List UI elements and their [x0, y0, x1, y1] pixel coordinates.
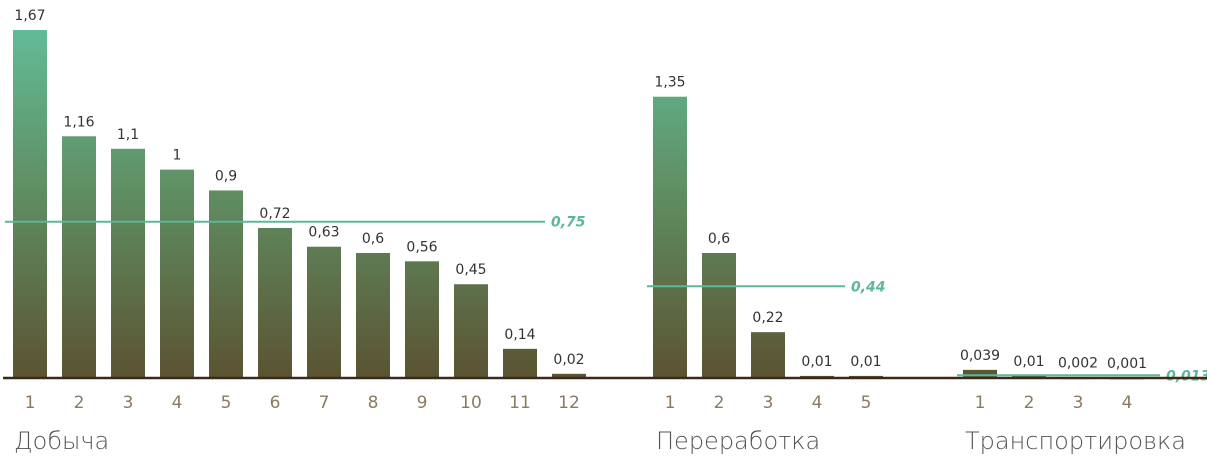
average-label: 0,75 [551, 215, 586, 231]
x-tick-label: 4 [1122, 393, 1133, 413]
bar [405, 261, 439, 378]
bar [963, 369, 997, 378]
value-label: 0,02 [553, 352, 584, 368]
x-tick-label: 4 [172, 393, 183, 413]
bar [702, 252, 736, 378]
value-label: 1,35 [654, 75, 685, 91]
value-label: 0,01 [850, 354, 881, 370]
value-label: 1,67 [14, 8, 45, 24]
bar [751, 332, 785, 378]
x-tick-label: 3 [1073, 393, 1084, 413]
bar [552, 373, 586, 378]
x-tick-label: 7 [319, 393, 330, 413]
bar [13, 30, 47, 378]
x-tick-label: 8 [368, 393, 379, 413]
value-label: 0,039 [960, 348, 1000, 364]
group-title: Добыча [14, 427, 109, 455]
group-title: Транспортировка [965, 427, 1186, 455]
bar [454, 284, 488, 378]
x-tick-label: 1 [975, 393, 986, 413]
value-label: 0,6 [708, 231, 730, 247]
x-tick-label: 1 [25, 393, 36, 413]
x-tick-label: 3 [763, 393, 774, 413]
x-tick-label: 10 [460, 393, 482, 413]
value-label: 0,22 [752, 310, 783, 326]
bar [653, 96, 687, 379]
value-label: 0,45 [455, 262, 486, 278]
value-label: 0,63 [308, 225, 339, 241]
value-label: 0,01 [1013, 354, 1044, 370]
value-label: 1 [173, 148, 182, 164]
bar [503, 348, 537, 378]
value-label: 0,14 [504, 327, 535, 343]
x-tick-label: 11 [509, 393, 531, 413]
x-tick-label: 6 [270, 393, 281, 413]
value-label: 0,6 [362, 231, 384, 247]
bar [258, 227, 292, 378]
x-tick-label: 3 [123, 393, 134, 413]
value-label: 0,9 [215, 168, 237, 184]
x-tick-label: 2 [74, 393, 85, 413]
value-label: 0,56 [406, 239, 437, 255]
average-label: 0,44 [851, 279, 886, 295]
bar [62, 136, 96, 378]
x-tick-label: 9 [417, 393, 428, 413]
value-label: 1,1 [117, 127, 139, 143]
bar [356, 252, 390, 378]
bar [111, 148, 145, 378]
x-tick-label: 2 [714, 393, 725, 413]
x-tick-label: 1 [665, 393, 676, 413]
group-title: Переработка [656, 427, 820, 455]
value-label: 0,01 [801, 354, 832, 370]
x-tick-label: 4 [812, 393, 823, 413]
x-tick-label: 5 [221, 393, 232, 413]
average-label: 0,013 [1166, 368, 1207, 384]
bar [209, 190, 243, 378]
value-label: 1,16 [63, 114, 94, 130]
x-tick-label: 5 [861, 393, 872, 413]
x-tick-label: 2 [1024, 393, 1035, 413]
value-label: 0,72 [259, 206, 290, 222]
value-label: 0,002 [1058, 356, 1098, 372]
bar [307, 246, 341, 378]
value-label: 0,001 [1107, 356, 1147, 372]
x-tick-label: 12 [558, 393, 580, 413]
bar [160, 169, 194, 378]
